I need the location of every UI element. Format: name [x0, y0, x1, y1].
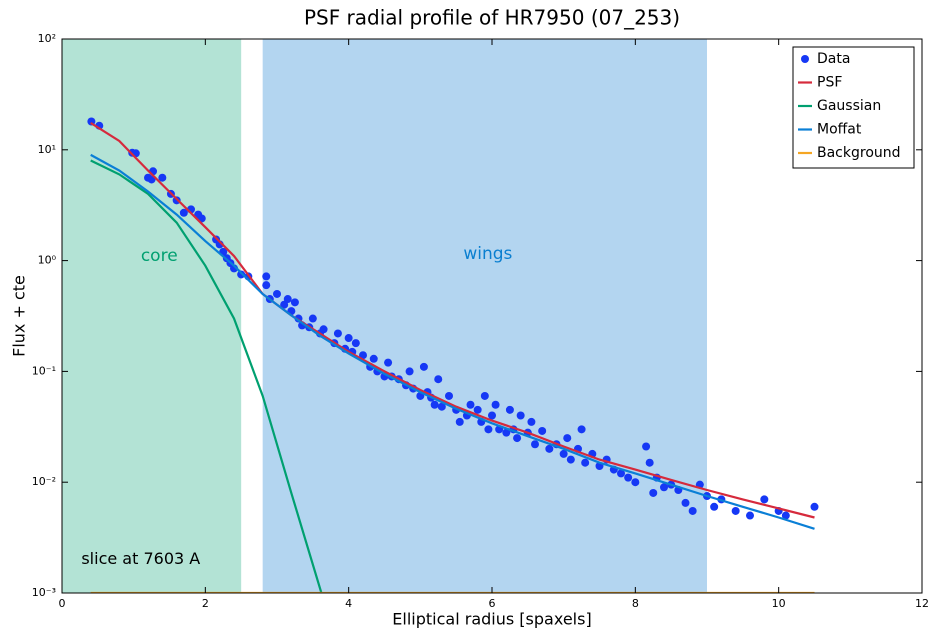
legend-label: Moffat [817, 122, 862, 138]
y-tick-label: 10⁻¹ [32, 364, 56, 377]
data-point [502, 428, 511, 437]
data-point [179, 208, 188, 217]
data-point [344, 334, 353, 343]
data-point [290, 298, 299, 307]
data-point [731, 506, 740, 515]
legend-box [792, 46, 915, 169]
data-point [445, 391, 453, 400]
shaded-region [62, 39, 242, 593]
data-point [513, 434, 522, 443]
data-point [688, 506, 697, 515]
data-point [516, 411, 525, 420]
y-tick-label: 10⁻² [32, 475, 56, 488]
data-point [660, 483, 668, 492]
annotation: slice at 7603 A [81, 549, 200, 568]
x-tick-label: 0 [59, 597, 66, 610]
data-point [505, 405, 514, 414]
y-axis-label: Flux + cte [10, 275, 29, 357]
data-point [631, 478, 640, 487]
data-point [480, 391, 489, 400]
data-point [237, 270, 246, 279]
data-point [531, 440, 539, 449]
data-point [283, 295, 292, 304]
data-point [308, 314, 317, 323]
line-series [90, 159, 323, 593]
x-tick-label: 12 [915, 597, 929, 610]
data-point [405, 367, 414, 376]
data-point [649, 488, 658, 497]
x-axis-label: Elliptical radius [spaxels] [392, 610, 591, 629]
data-point [319, 325, 328, 334]
x-tick-label: 8 [632, 597, 639, 610]
legend-label: Background [817, 145, 901, 161]
chart-title: PSF radial profile of HR7950 (07_253) [304, 6, 680, 30]
data-point [384, 358, 393, 367]
shaded-region [262, 39, 707, 593]
data-point [545, 444, 554, 453]
y-tick-label: 10⁰ [38, 254, 57, 267]
data-point [419, 362, 428, 371]
legend-label: Gaussian [817, 98, 881, 114]
data-point [577, 425, 586, 434]
data-point [566, 455, 575, 464]
legend-marker [801, 55, 809, 63]
data-point [710, 502, 719, 511]
data-point [642, 442, 651, 451]
data-point [484, 425, 493, 434]
data-point [434, 375, 443, 384]
line-series [90, 153, 815, 530]
data-point [437, 402, 446, 411]
data-point [158, 173, 167, 182]
legend-label: PSF [817, 75, 842, 91]
data-point [488, 411, 496, 420]
data-point [538, 426, 547, 435]
data-point [333, 329, 342, 338]
data-point [581, 458, 590, 467]
plot-area [62, 39, 819, 593]
data-point [466, 400, 475, 409]
data-point [527, 417, 536, 426]
data-point [559, 449, 568, 458]
data-point [491, 400, 500, 409]
annotation: core [141, 246, 178, 266]
y-tick-label: 10⁻³ [32, 586, 56, 599]
data-point [563, 434, 572, 443]
y-tick-label: 10² [38, 32, 56, 45]
data-point [645, 458, 654, 467]
x-tick-label: 2 [202, 597, 209, 610]
data-point [359, 351, 367, 360]
x-tick-label: 10 [772, 597, 786, 610]
data-point [262, 272, 271, 281]
annotation: wings [463, 244, 512, 264]
line-series [90, 121, 815, 519]
data-point [455, 417, 464, 426]
legend-label: Data [817, 51, 850, 67]
data-point [369, 354, 378, 363]
data-point [624, 473, 633, 482]
data-point [681, 498, 690, 507]
x-tick-label: 6 [489, 597, 496, 610]
data-point [760, 495, 769, 504]
data-point [617, 469, 625, 478]
data-point [273, 289, 281, 298]
data-point [473, 405, 482, 414]
data-point [430, 400, 439, 409]
data-point [746, 511, 754, 520]
data-point [810, 502, 819, 511]
data-point [351, 339, 360, 348]
data-point [781, 511, 790, 520]
x-tick-label: 4 [345, 597, 352, 610]
y-tick-label: 10¹ [38, 143, 56, 156]
data-point [262, 281, 271, 290]
